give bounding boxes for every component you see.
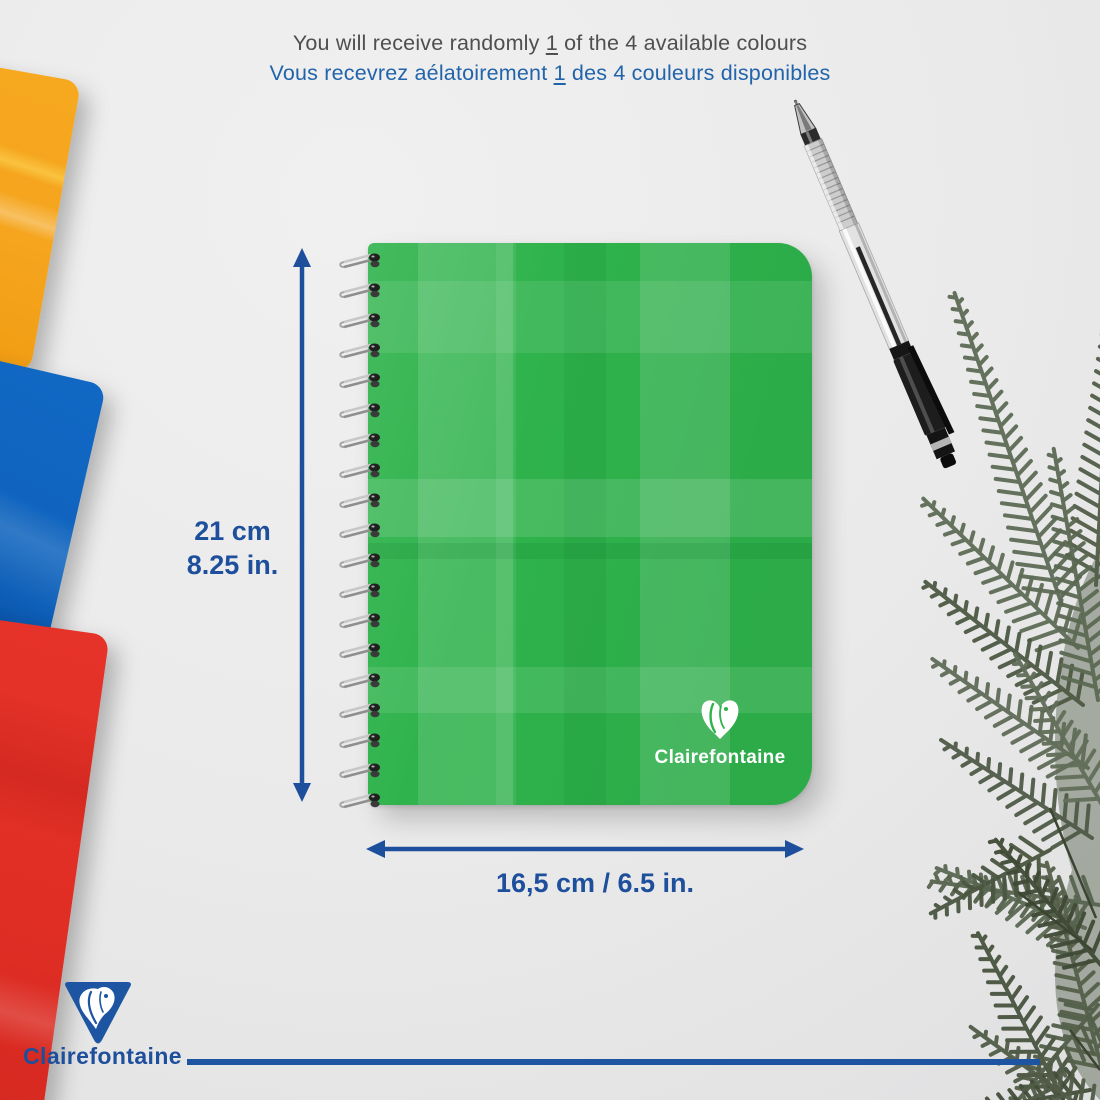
header-fr-pre: Vous recevrez aélatoirement bbox=[269, 61, 554, 85]
cover-logo-text: Clairefontaine bbox=[654, 747, 786, 768]
cover-texture bbox=[418, 243, 513, 805]
clairefontaine-heart-icon bbox=[701, 700, 739, 739]
cover-texture bbox=[564, 243, 606, 805]
cover-texture bbox=[368, 281, 812, 353]
cover-texture bbox=[368, 667, 812, 713]
footer-divider-line bbox=[187, 1059, 1040, 1065]
fern-plant bbox=[920, 290, 1100, 1100]
cover-texture bbox=[496, 243, 516, 805]
clairefontaine-triangle-icon bbox=[65, 982, 131, 1044]
header-line-french: Vous recevrez aélatoirement 1 des 4 coul… bbox=[0, 61, 1100, 86]
header-line-english: You will receive randomly 1 of the 4 ava… bbox=[0, 31, 1100, 56]
underlined-one: 1 bbox=[553, 61, 566, 85]
cover-texture bbox=[368, 543, 812, 559]
cover-texture bbox=[368, 479, 812, 537]
height-label-inches: 8.25 in. bbox=[186, 550, 279, 580]
horizontal-dimension-arrow bbox=[366, 840, 804, 858]
header-en-pre: You will receive randomly bbox=[292, 31, 546, 55]
width-label: 16,5 cm / 6.5 in. bbox=[495, 868, 695, 898]
clairefontaine-cover-logo: Clairefontaine bbox=[650, 695, 790, 769]
footer-logo-text: Clairefontaine bbox=[23, 1043, 182, 1069]
header-fr-post: des 4 couleurs disponibles bbox=[565, 61, 831, 85]
height-label-cm: 21 cm bbox=[194, 516, 271, 546]
spiral-binding bbox=[339, 253, 380, 809]
notebook-green: Clairefontaine bbox=[368, 243, 812, 805]
notebook-blue bbox=[0, 317, 107, 649]
underlined-one: 1 bbox=[545, 31, 558, 55]
header-en-post: of the 4 available colours bbox=[557, 31, 808, 55]
ballpoint-pen bbox=[793, 99, 957, 469]
